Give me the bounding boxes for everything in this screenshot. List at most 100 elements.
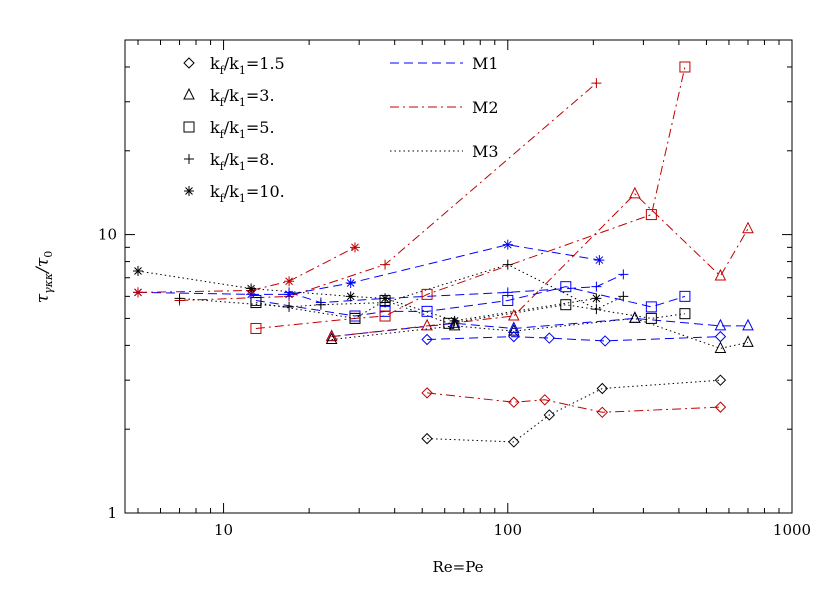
series-line — [331, 317, 749, 349]
square-marker — [645, 209, 657, 221]
triangle-marker — [421, 318, 433, 331]
square-marker — [421, 305, 433, 317]
triangle-marker — [629, 311, 641, 323]
series-line — [137, 246, 356, 293]
plus-marker — [591, 78, 602, 89]
x-tick-label: 100 — [493, 521, 522, 539]
plus-marker — [380, 259, 391, 270]
square-marker — [443, 317, 455, 329]
diamond-marker — [596, 406, 608, 419]
legend-model-label: M1 — [472, 54, 499, 73]
asterisk-marker — [133, 266, 144, 277]
square-marker — [679, 308, 691, 320]
triangle-marker — [448, 316, 461, 328]
plus-marker — [502, 287, 513, 298]
triangle-marker — [629, 311, 641, 323]
series-line — [427, 336, 721, 342]
plus-marker — [315, 299, 326, 310]
diamond-marker — [543, 409, 556, 421]
series-markers — [133, 61, 754, 448]
diamond-marker — [543, 332, 556, 344]
legend-label: kf/k1=5. — [210, 118, 275, 141]
square-marker — [560, 299, 572, 311]
legend-label: kf/k1=1.5 — [210, 54, 285, 77]
diamond-marker — [421, 333, 433, 346]
plus-marker — [184, 154, 194, 164]
triangle-marker — [742, 221, 754, 234]
series-line — [331, 317, 748, 338]
square-marker — [560, 281, 572, 293]
legend: kf/k1=1.5 kf/k1=3. kf/k1=5. kf/k1=8. kf/k1=1… — [183, 54, 499, 205]
triangle-marker — [507, 324, 520, 336]
y-axis-label: τγκκ/τ0 — [33, 251, 55, 304]
series-lines — [137, 66, 749, 443]
square-marker — [349, 312, 361, 324]
triangle-marker — [183, 87, 195, 100]
triangle-marker — [629, 186, 641, 199]
plus-marker — [174, 293, 185, 304]
plus-marker — [618, 269, 629, 280]
diamond-marker — [599, 335, 611, 347]
diamond-marker — [508, 396, 520, 408]
square-marker — [421, 288, 433, 300]
asterisk-marker — [349, 242, 360, 253]
asterisk-marker — [591, 293, 602, 304]
x-tick-label: 10 — [214, 521, 233, 539]
diamond-marker — [714, 330, 727, 343]
plus-marker — [502, 259, 513, 270]
series-line — [255, 66, 686, 329]
diamond-marker — [421, 432, 433, 445]
square-marker — [645, 312, 657, 324]
series-line — [255, 299, 685, 324]
diamond-marker — [421, 387, 433, 399]
series-line — [255, 286, 686, 317]
triangle-marker — [507, 308, 520, 321]
triangle-marker — [325, 332, 338, 344]
triangle-marker — [714, 268, 727, 281]
legend-label: kf/k1=8. — [210, 150, 275, 173]
asterisk-marker — [449, 315, 460, 326]
asterisk-marker — [284, 289, 295, 300]
square-marker — [250, 297, 262, 309]
asterisk-marker — [502, 239, 513, 250]
diamond-marker — [539, 394, 551, 406]
series-line — [288, 273, 624, 304]
asterisk-marker — [594, 255, 605, 266]
series-line — [137, 244, 600, 295]
plus-marker — [284, 301, 295, 312]
legend-model-label: M2 — [472, 98, 499, 117]
diamond-marker — [714, 374, 727, 386]
triangle-marker — [714, 318, 727, 331]
series-line — [427, 379, 721, 443]
diamond-marker — [183, 57, 195, 69]
asterisk-marker — [345, 278, 356, 289]
x-tick-label: 1000 — [773, 521, 811, 539]
y-tick-label: 1 — [107, 504, 117, 522]
triangle-marker — [507, 321, 520, 333]
diamond-marker — [596, 382, 608, 395]
legend-label: kf/k1=10. — [210, 182, 285, 205]
asterisk-marker — [246, 283, 257, 294]
square-marker — [183, 121, 195, 133]
series-line — [179, 82, 597, 301]
series-line — [137, 270, 597, 322]
plus-marker — [591, 304, 602, 315]
triangle-marker — [742, 318, 754, 331]
square-marker — [250, 322, 262, 334]
plus-marker — [591, 281, 602, 292]
legend-model-label: M3 — [472, 142, 499, 161]
axes: 10 100 1000 1 10 — [98, 39, 811, 539]
square-marker — [379, 310, 391, 322]
triangle-marker — [448, 318, 461, 331]
series-line — [427, 392, 721, 413]
asterisk-marker — [380, 293, 391, 304]
series-line — [331, 193, 749, 338]
square-marker — [679, 61, 691, 73]
triangle-marker — [742, 335, 754, 347]
series-line — [179, 264, 624, 310]
legend-label: kf/k1=3. — [210, 86, 275, 109]
triangle-marker — [714, 341, 727, 353]
diamond-marker — [508, 436, 520, 448]
plot-frame — [124, 39, 793, 514]
